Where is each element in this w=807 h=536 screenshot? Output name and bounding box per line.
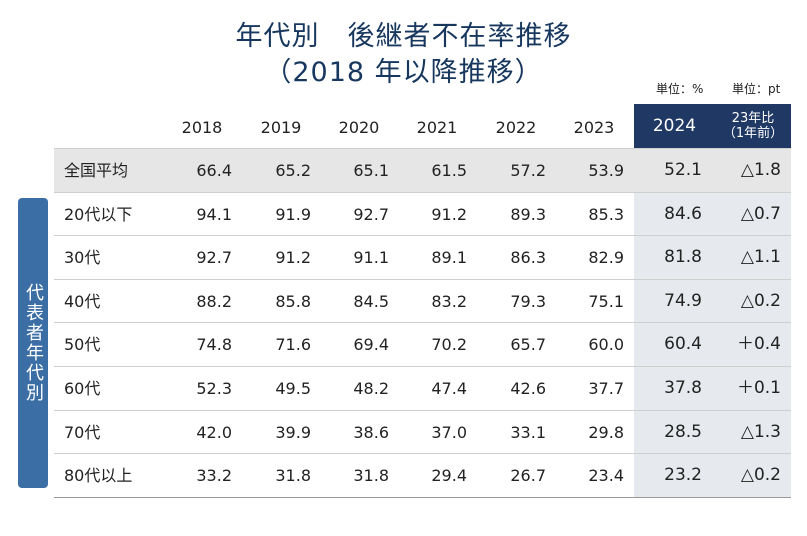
table-cell: 75.1 <box>588 291 624 311</box>
table-cell: 74.8 <box>196 335 232 355</box>
table-cell: 37.7 <box>588 379 624 398</box>
table-cell: 74.9 <box>664 290 702 311</box>
table-row: 全国平均 66.4 65.2 65.1 61.5 57.2 53.9 52.1 △1.8 <box>54 148 791 192</box>
row-label: 全国平均 <box>64 161 129 180</box>
table-cell: 91.2 <box>275 248 311 268</box>
change-cell: ＋0.1 <box>736 378 781 398</box>
chart-subtitle: （2018 年以降推移） <box>264 57 543 88</box>
table-cell: 91.9 <box>275 204 311 224</box>
row-label: 70代 <box>64 422 101 442</box>
table-row: 20代以下 94.1 91.9 92.7 91.2 89.3 85.3 84.6 △0.7 <box>54 191 791 236</box>
unit-pt-label: 単位：pt <box>732 82 781 96</box>
table-cell: 85.8 <box>275 291 311 311</box>
table-cell: 92.7 <box>353 204 389 224</box>
column-header-comparison: 23年比 （1年前） <box>715 104 791 148</box>
table-cell: 60.0 <box>588 335 624 355</box>
change-cell: △1.1 <box>740 247 781 268</box>
change-cell: △0.7 <box>740 203 781 224</box>
age-group-side-label: 代表者年代別 <box>18 198 48 488</box>
table-cell: 69.4 <box>353 335 389 355</box>
table-cell: 33.1 <box>510 422 546 442</box>
table-cell: 91.1 <box>353 248 389 268</box>
column-header-2020: 2020 <box>338 118 380 137</box>
table-row: 30代 92.7 91.2 91.1 89.1 86.3 82.9 81.8 △1.1 <box>54 235 791 279</box>
table-cell: 52.1 <box>664 160 702 180</box>
table-cell: 52.3 <box>196 379 232 398</box>
table-cell: 65.7 <box>510 335 546 355</box>
column-header-2024: 2024 <box>634 104 715 148</box>
table-cell: 37.0 <box>431 422 467 442</box>
age-group-side-text: 代表者年代別 <box>23 283 44 403</box>
table-row: 80代以上 33.2 31.8 31.8 29.4 26.7 23.4 23.2 △0.2 <box>54 453 791 497</box>
table-cell: 83.2 <box>431 291 467 311</box>
table-cell: 49.5 <box>275 379 311 398</box>
table-cell: 53.9 <box>588 161 624 180</box>
table-cell: 38.6 <box>353 422 389 442</box>
table-cell: 91.2 <box>431 204 467 224</box>
table-row: 70代 42.0 39.9 38.6 37.0 33.1 29.8 28.5 △1.3 <box>54 409 791 454</box>
table-cell: 37.8 <box>664 378 702 398</box>
table-cell: 84.5 <box>353 291 389 311</box>
table-cell: 70.2 <box>431 335 467 355</box>
table-cell: 23.2 <box>664 465 702 486</box>
table-cell: 88.2 <box>196 291 232 311</box>
row-label: 20代以下 <box>64 204 133 224</box>
table-cell: 42.6 <box>510 379 546 398</box>
table-cell: 79.3 <box>510 291 546 311</box>
table-cell: 29.8 <box>588 422 624 442</box>
table-cell: 60.4 <box>664 334 702 355</box>
table-cell: 47.4 <box>431 379 467 398</box>
table-cell: 61.5 <box>431 161 467 180</box>
table-cell: 29.4 <box>431 466 467 486</box>
table-cell: 84.6 <box>664 203 702 224</box>
table-cell: 82.9 <box>588 248 624 268</box>
table-cell: 65.1 <box>353 161 389 180</box>
table-cell: 39.9 <box>275 422 311 442</box>
table-cell: 28.5 <box>664 421 702 442</box>
table-bottom-border <box>54 497 791 498</box>
table-cell: 57.2 <box>510 161 546 180</box>
table-cell: 48.2 <box>353 379 389 398</box>
change-cell: ＋0.4 <box>736 334 781 355</box>
table-cell: 71.6 <box>275 335 311 355</box>
table-cell: 81.8 <box>664 247 702 268</box>
table-cell: 31.8 <box>275 466 311 486</box>
table-cell: 86.3 <box>510 248 546 268</box>
table-cell: 85.3 <box>588 204 624 224</box>
table-cell: 89.3 <box>510 204 546 224</box>
table-row: 40代 88.2 85.8 84.5 83.2 79.3 75.1 74.9 △0.2 <box>54 278 791 323</box>
column-header-2018: 2018 <box>181 118 223 137</box>
table-cell: 23.4 <box>588 466 624 486</box>
row-label: 40代 <box>64 291 101 311</box>
table-cell: 26.7 <box>510 466 546 486</box>
change-cell: △0.2 <box>740 465 781 486</box>
unit-percent-label: 単位：% <box>656 82 704 96</box>
table-cell: 42.0 <box>196 422 232 442</box>
table-cell: 31.8 <box>353 466 389 486</box>
column-header-2021: 2021 <box>416 118 458 137</box>
table-cell: 92.7 <box>196 248 232 268</box>
column-header-2022: 2022 <box>495 118 537 137</box>
table-row: 50代 74.8 71.6 69.4 70.2 65.7 60.0 60.4 ＋0.4 <box>54 322 791 366</box>
change-cell: △1.3 <box>740 421 781 442</box>
column-header-2023: 2023 <box>573 118 615 137</box>
table-cell: 94.1 <box>196 204 232 224</box>
row-label: 30代 <box>64 248 101 268</box>
row-label: 50代 <box>64 335 101 355</box>
table-cell: 33.2 <box>196 466 232 486</box>
table-cell: 66.4 <box>196 161 232 180</box>
chart-title: 年代別 後継者不在率推移 <box>235 21 572 52</box>
change-cell: △0.2 <box>740 290 781 311</box>
table-cell: 65.2 <box>275 161 311 180</box>
column-header-2019: 2019 <box>260 118 302 137</box>
table-cell: 89.1 <box>431 248 467 268</box>
row-label: 60代 <box>64 379 101 398</box>
row-label: 80代以上 <box>64 466 133 486</box>
change-cell: △1.8 <box>740 160 781 180</box>
table-row: 60代 52.3 49.5 48.2 47.4 42.6 37.7 37.8 ＋0.1 <box>54 366 791 410</box>
